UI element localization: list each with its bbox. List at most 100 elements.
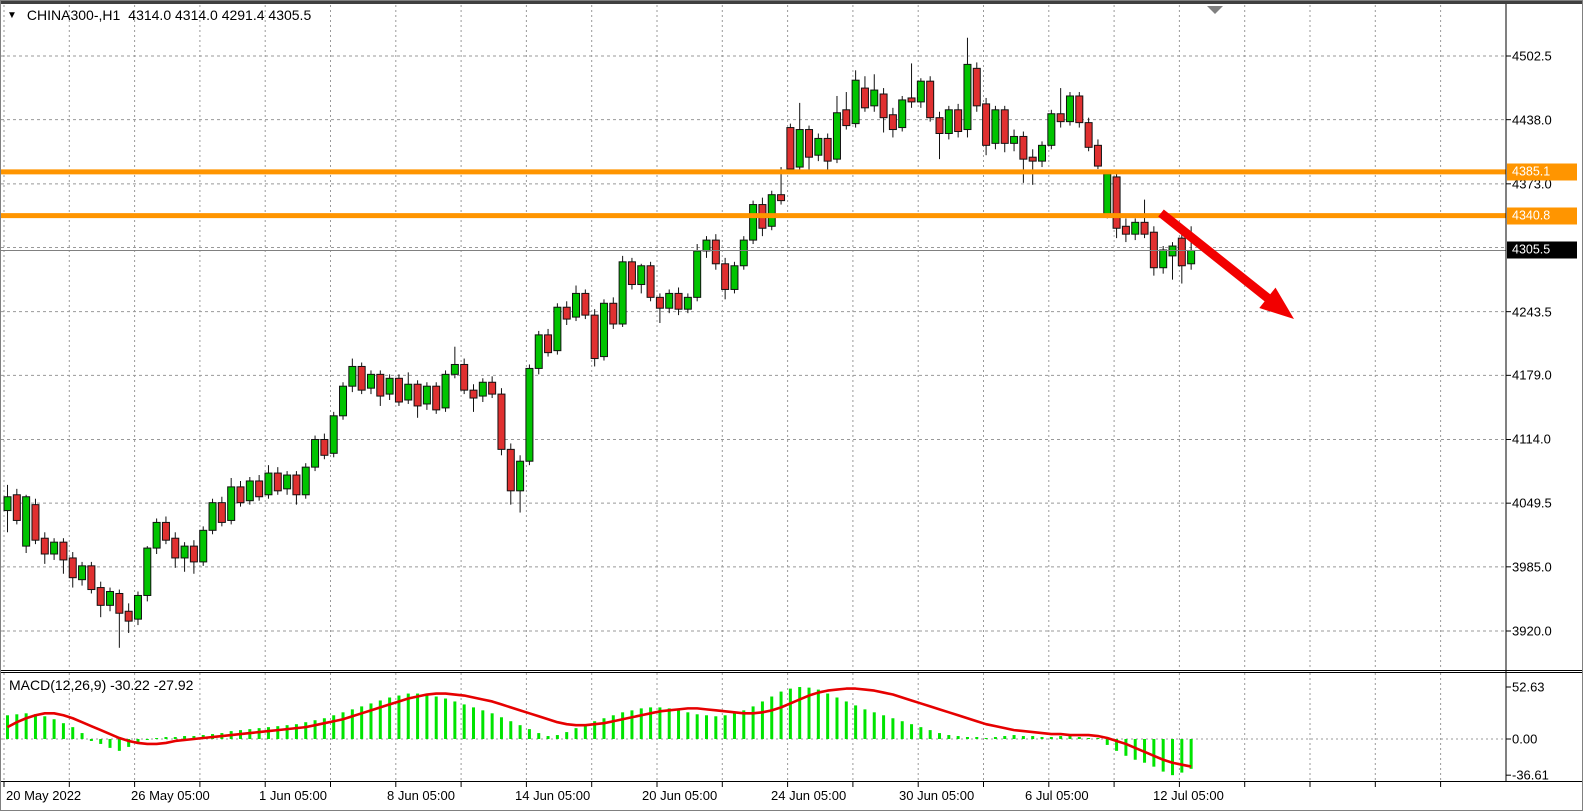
macd-axis-label: 52.63 bbox=[1512, 679, 1545, 695]
price-axis-label: 4179.0 bbox=[1512, 367, 1552, 383]
candle-bear bbox=[87, 565, 96, 591]
macd-indicator-label: MACD(12,26,9) -30.22 -27.92 bbox=[9, 677, 194, 693]
candle-bear bbox=[907, 97, 916, 103]
candle-bull bbox=[599, 302, 608, 358]
candle-bull bbox=[245, 480, 254, 502]
time-axis-label: 14 Jun 05:00 bbox=[515, 788, 591, 803]
candle-bull bbox=[665, 292, 674, 309]
candle-bear bbox=[161, 521, 170, 541]
price-axis-label: 3920.0 bbox=[1512, 623, 1552, 639]
candle-bull bbox=[898, 99, 907, 129]
candle-bear bbox=[506, 448, 515, 492]
candle-bull bbox=[553, 306, 562, 352]
candle-bull bbox=[749, 204, 758, 241]
candle-bull bbox=[283, 474, 292, 490]
candle-bear bbox=[31, 504, 40, 541]
hline-price-label: 4385.1 bbox=[1507, 163, 1577, 181]
time-axis-label: 26 May 05:00 bbox=[131, 788, 210, 803]
candle-bull bbox=[339, 385, 348, 417]
candle-bear bbox=[357, 365, 366, 391]
candle-bull bbox=[180, 545, 189, 559]
candle-bear bbox=[497, 393, 506, 450]
candle-bear bbox=[1019, 135, 1028, 160]
candle-bull bbox=[814, 137, 823, 156]
hline-price-label: 4340.8 bbox=[1507, 207, 1577, 225]
candle-bear bbox=[674, 292, 683, 310]
candle-bull bbox=[516, 460, 525, 492]
candle-bear bbox=[544, 334, 553, 354]
candle-bear bbox=[627, 261, 636, 286]
price-axis-label: 3985.0 bbox=[1512, 559, 1552, 575]
candle-bear bbox=[1075, 95, 1084, 124]
candle-bull bbox=[1047, 113, 1056, 146]
time-axis-label: 12 Jul 05:00 bbox=[1153, 788, 1224, 803]
candle-bear bbox=[124, 610, 133, 622]
time-axis-label: 20 Jun 05:00 bbox=[642, 788, 718, 803]
candle-bear bbox=[413, 383, 422, 407]
candle-bear bbox=[805, 129, 814, 158]
price-axis-label: 4438.0 bbox=[1512, 112, 1552, 128]
candle-bear bbox=[1093, 144, 1102, 167]
candle-bull bbox=[1159, 249, 1168, 269]
candle-bull bbox=[963, 63, 972, 131]
candle-bull bbox=[22, 496, 31, 547]
candle-bull bbox=[311, 438, 320, 468]
candle-bear bbox=[1000, 109, 1009, 144]
candle-bear bbox=[888, 114, 897, 131]
candle-bear bbox=[189, 545, 198, 563]
candle-bull bbox=[227, 486, 236, 521]
price-axis-label: 4243.5 bbox=[1512, 304, 1552, 320]
candle-bull bbox=[404, 383, 413, 401]
candle-bull bbox=[1065, 95, 1074, 123]
candle-bear bbox=[320, 438, 329, 456]
candle-bear bbox=[1177, 237, 1186, 267]
candle-bear bbox=[721, 263, 730, 290]
candle-bear bbox=[823, 137, 832, 162]
candle-bear bbox=[609, 302, 618, 325]
candle-bull bbox=[916, 80, 925, 103]
candle-bear bbox=[115, 592, 124, 614]
candle-bull bbox=[1187, 249, 1196, 265]
candle-bull bbox=[264, 472, 273, 496]
candle-bear bbox=[581, 292, 590, 316]
chart-title-row: ▼ CHINA300-,H1 4314.0 4314.0 4291.4 4305… bbox=[7, 7, 311, 23]
candle-bear bbox=[646, 265, 655, 298]
candle-bull bbox=[832, 112, 841, 160]
macd-signal-line bbox=[6, 687, 1192, 768]
candle-bear bbox=[96, 587, 105, 606]
candle-bull bbox=[618, 261, 627, 325]
time-axis-label: 6 Jul 05:00 bbox=[1025, 788, 1089, 803]
candle-bull bbox=[767, 194, 776, 227]
candle-bear bbox=[860, 87, 869, 109]
candle-bull bbox=[441, 373, 450, 409]
price-axis-label: 4114.0 bbox=[1512, 431, 1551, 447]
candle-bull bbox=[301, 466, 310, 496]
candle-bull bbox=[1038, 144, 1047, 162]
candle-bull bbox=[143, 547, 152, 596]
candle-bear bbox=[171, 537, 180, 559]
current-price-label: 4305.5 bbox=[1507, 241, 1577, 259]
candle-bull bbox=[795, 129, 804, 168]
candle-bull bbox=[199, 529, 208, 563]
candle-bear bbox=[590, 314, 599, 360]
macd-axis-label: -36.61 bbox=[1512, 767, 1549, 783]
candle-bear bbox=[972, 67, 981, 107]
candle-bear bbox=[394, 377, 403, 403]
candle-bull bbox=[702, 239, 711, 252]
symbol-dropdown-icon[interactable]: ▼ bbox=[7, 9, 17, 21]
candle-bear bbox=[376, 373, 385, 397]
time-axis-label: 24 Jun 05:00 bbox=[771, 788, 847, 803]
down-arrow-annotation[interactable] bbox=[1158, 209, 1294, 319]
candle-bear bbox=[879, 93, 888, 119]
candle-bear bbox=[255, 480, 264, 498]
candle-bull bbox=[50, 541, 59, 555]
candle-bear bbox=[40, 537, 49, 555]
candle-bear bbox=[1112, 176, 1121, 229]
candle-bull bbox=[944, 109, 953, 134]
candle-bull bbox=[3, 496, 12, 512]
candle-bull bbox=[385, 377, 394, 395]
candle-bull bbox=[572, 292, 581, 318]
candle-bull bbox=[1131, 221, 1140, 235]
